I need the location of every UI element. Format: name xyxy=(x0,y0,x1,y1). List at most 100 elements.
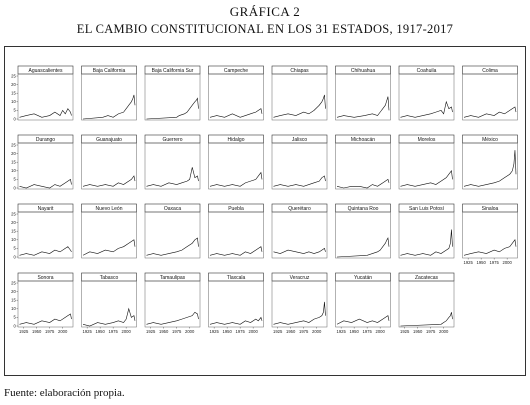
panel-title: San Luis Potosí xyxy=(409,206,445,212)
x-tick-label: 1950 xyxy=(286,329,296,334)
x-tick-label: 1975 xyxy=(172,329,182,334)
panel-plot-area xyxy=(144,211,201,259)
y-tick-label: 25 xyxy=(11,280,16,285)
panel-title: Colima xyxy=(482,68,498,74)
x-tick-label: 2000 xyxy=(312,329,322,334)
x-tick-label: 2000 xyxy=(185,329,195,334)
series-line xyxy=(400,100,453,118)
panel-title: Tabasco xyxy=(100,275,119,281)
panel-plot-area xyxy=(271,211,328,259)
panel-plot-area xyxy=(144,73,201,121)
y-tick-label: 10 xyxy=(11,306,16,311)
series-line xyxy=(19,246,72,256)
panel-title: Sonora xyxy=(37,275,53,281)
series-line xyxy=(146,237,199,256)
panel-title: Baja California Sur xyxy=(152,68,194,74)
series-line xyxy=(19,108,72,118)
x-tick-label: 1925 xyxy=(273,329,283,334)
series-line xyxy=(463,106,517,118)
panel-plot-area xyxy=(17,211,74,259)
series-line xyxy=(463,150,517,187)
x-tick-label: 1975 xyxy=(235,329,245,334)
x-tick-label: 2000 xyxy=(121,329,131,334)
panel-plot-area xyxy=(335,280,391,328)
panel-title: Veracruz xyxy=(290,275,310,281)
panel-plot-area xyxy=(462,142,518,190)
y-tick-label: 20 xyxy=(11,289,16,294)
x-tick-label: 1925 xyxy=(463,260,473,265)
y-tick-label: 20 xyxy=(11,82,16,87)
series-line xyxy=(82,175,136,187)
series-line xyxy=(273,175,326,187)
x-tick-label: 1925 xyxy=(146,329,156,334)
panel-plot-area xyxy=(398,211,455,259)
y-tick-label: 0 xyxy=(13,254,16,259)
panel-title: Guanajuato xyxy=(96,137,122,143)
series-line xyxy=(400,229,453,256)
panel-title: México xyxy=(482,137,498,143)
y-tick-label: 5 xyxy=(13,315,16,320)
x-tick-label: 1950 xyxy=(222,329,232,334)
x-tick-label: 2000 xyxy=(375,329,385,334)
panel-title: Jalisco xyxy=(292,137,308,143)
series-line xyxy=(273,94,326,118)
panel-plot-area xyxy=(81,142,137,190)
panel-title: Puebla xyxy=(228,206,244,212)
series-line xyxy=(336,96,390,118)
x-tick-label: 2000 xyxy=(58,329,68,334)
x-tick-label: 1950 xyxy=(32,329,42,334)
y-tick-label: 5 xyxy=(13,108,16,113)
panel-title: Zacatecas xyxy=(415,275,439,281)
chart-subtitle: EL CAMBIO CONSTITUCIONAL EN LOS 31 ESTAD… xyxy=(76,22,454,36)
y-tick-label: 20 xyxy=(11,220,16,225)
series-line xyxy=(336,315,390,325)
x-tick-label: 1975 xyxy=(108,329,118,334)
panel-plot-area xyxy=(271,280,328,328)
x-tick-label: 2000 xyxy=(439,329,449,334)
y-tick-label: 20 xyxy=(11,151,16,156)
x-tick-label: 1975 xyxy=(426,329,436,334)
x-tick-label: 1950 xyxy=(476,260,486,265)
panel-title: Hidalgo xyxy=(228,137,245,143)
panel-title: Coahuila xyxy=(417,68,437,74)
panel-title: Baja California xyxy=(93,68,126,74)
x-tick-label: 1975 xyxy=(362,329,372,334)
panel-plot-area xyxy=(398,280,455,328)
x-tick-label: 1925 xyxy=(209,329,219,334)
x-tick-label: 2000 xyxy=(502,260,512,265)
series-line xyxy=(82,239,136,256)
y-tick-label: 10 xyxy=(11,237,16,242)
series-line xyxy=(400,170,453,187)
panel-plot-area xyxy=(462,211,518,259)
y-tick-label: 5 xyxy=(13,177,16,182)
y-tick-label: 10 xyxy=(11,99,16,104)
series-line xyxy=(209,171,263,187)
panel-plot-area xyxy=(17,280,74,328)
series-line xyxy=(209,246,263,256)
panel-title: Quintana Roo xyxy=(348,206,379,212)
panel-title: Chihuahua xyxy=(351,68,375,74)
chart-frame xyxy=(4,46,526,376)
series-line xyxy=(209,108,263,118)
x-tick-label: 1925 xyxy=(82,329,92,334)
y-tick-label: 15 xyxy=(11,91,16,96)
panel-title: Querétaro xyxy=(288,206,311,212)
panel-title: Michoacán xyxy=(351,137,375,143)
panel-plot-area xyxy=(17,142,74,190)
series-line xyxy=(19,178,72,189)
series-line xyxy=(336,237,390,258)
x-tick-label: 1975 xyxy=(299,329,309,334)
panel-title: Chiapas xyxy=(290,68,309,74)
panel-plot-area xyxy=(208,142,264,190)
panel-title: Sinaloa xyxy=(482,206,499,212)
y-tick-label: 10 xyxy=(11,168,16,173)
panel-title: Yucatán xyxy=(354,275,372,281)
y-tick-label: 15 xyxy=(11,160,16,165)
y-tick-label: 15 xyxy=(11,298,16,303)
panel-title: Aguascalientes xyxy=(29,68,63,74)
panel-title: Guerrero xyxy=(162,137,182,143)
series-line xyxy=(146,97,199,120)
x-tick-label: 1950 xyxy=(95,329,105,334)
x-tick-label: 1925 xyxy=(336,329,346,334)
